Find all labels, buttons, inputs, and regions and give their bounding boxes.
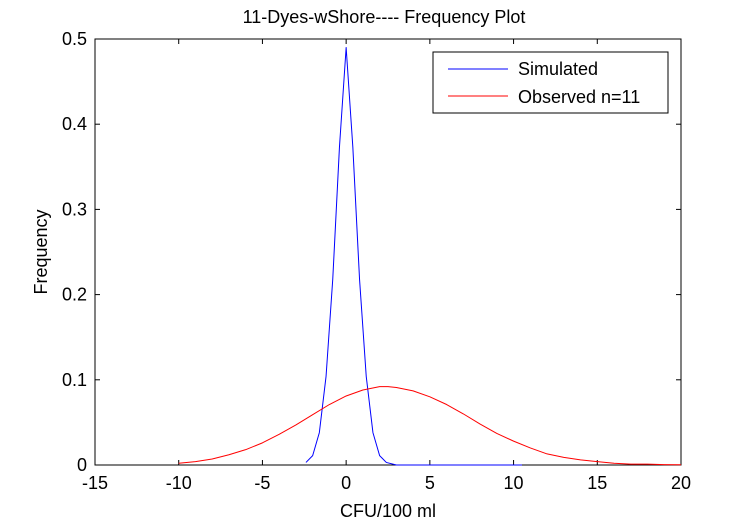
x-tick-label: 20 [671, 473, 691, 493]
y-tick-label: 0.1 [62, 370, 87, 390]
x-tick-label: 15 [587, 473, 607, 493]
x-tick-label: 5 [425, 473, 435, 493]
x-axis-label: CFU/100 ml [340, 501, 436, 521]
x-tick-label: 10 [504, 473, 524, 493]
legend-label-simulated: Simulated [518, 59, 598, 79]
x-tick-label: -10 [166, 473, 192, 493]
legend: Simulated Observed n=11 [432, 51, 669, 114]
series-lines [178, 47, 682, 466]
x-tick-label: 0 [341, 473, 351, 493]
y-tick-labels: 0 0.1 0.2 0.3 0.4 0.5 [62, 29, 87, 475]
legend-box [432, 51, 669, 114]
y-tick-label: 0.3 [62, 199, 87, 219]
x-tick-labels: -15 -10 -5 0 5 10 15 20 [82, 473, 691, 493]
y-axis-label: Frequency [31, 209, 51, 294]
x-tick-label: -5 [254, 473, 270, 493]
y-tick-label: 0.4 [62, 114, 87, 134]
y-tick-label: 0 [77, 455, 87, 475]
chart-title: 11-Dyes-wShore---- Frequency Plot [243, 7, 526, 27]
y-tick-label: 0.2 [62, 285, 87, 305]
series-line-simulated [305, 47, 522, 466]
x-tick-label: -15 [82, 473, 108, 493]
series-line-observed [178, 386, 682, 466]
legend-label-observed: Observed n=11 [518, 87, 640, 107]
y-tick-label: 0.5 [62, 29, 87, 49]
